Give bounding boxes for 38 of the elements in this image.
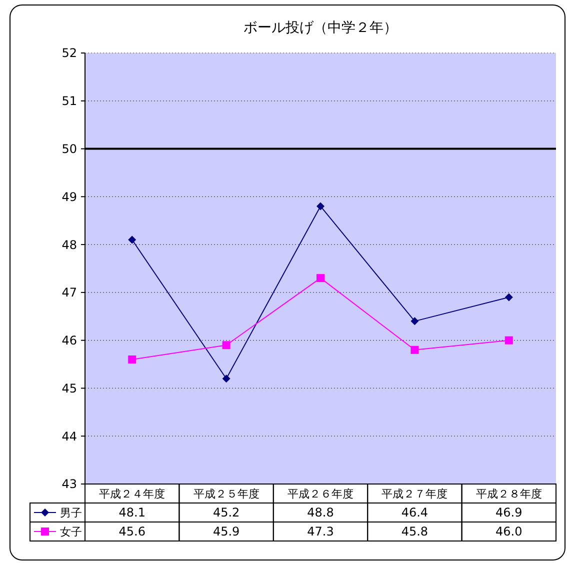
data-label: 48.8 [307,506,334,520]
data-label: 46.0 [496,524,522,539]
data-label: 46.4 [401,506,428,520]
y-tick-label: 49 [62,190,77,204]
point [410,346,419,354]
y-tick-label: 45 [62,381,77,396]
point [128,236,136,244]
point [504,293,513,302]
point [222,374,230,383]
point [316,202,324,210]
point [410,317,419,326]
y-tick-label: 46 [62,334,77,348]
legend-label: 女子 [60,525,82,538]
data-label: 48.1 [118,506,146,520]
x-tick-label: 平成２８年度 [476,487,542,500]
y-tick-label: 50 [62,142,77,156]
legend-label: 男子 [60,506,82,520]
data-label: 45.6 [118,524,146,539]
point [504,336,513,344]
point [128,355,136,364]
point [222,341,230,350]
x-tick-label: 平成２７年度 [382,487,448,500]
y-tick-label: 48 [62,238,77,252]
y-tick-label: 47 [62,286,77,300]
data-label: 45.8 [401,524,428,539]
y-tick-label: 51 [62,94,77,108]
data-label: 45.9 [212,524,240,539]
x-tick-label: 平成２５年度 [193,487,260,500]
data-label: 45.2 [212,506,240,520]
data-label: 47.3 [307,524,334,539]
chart-title: ボール投げ（中学２年） [244,20,398,36]
y-tick-label: 43 [62,477,77,492]
point [316,274,324,282]
data-label: 46.9 [496,506,522,520]
x-tick-label: 平成２４年度 [99,487,166,500]
x-tick-label: 平成２６年度 [288,487,354,500]
y-tick-label: 52 [62,46,77,60]
y-tick-label: 44 [62,429,77,444]
